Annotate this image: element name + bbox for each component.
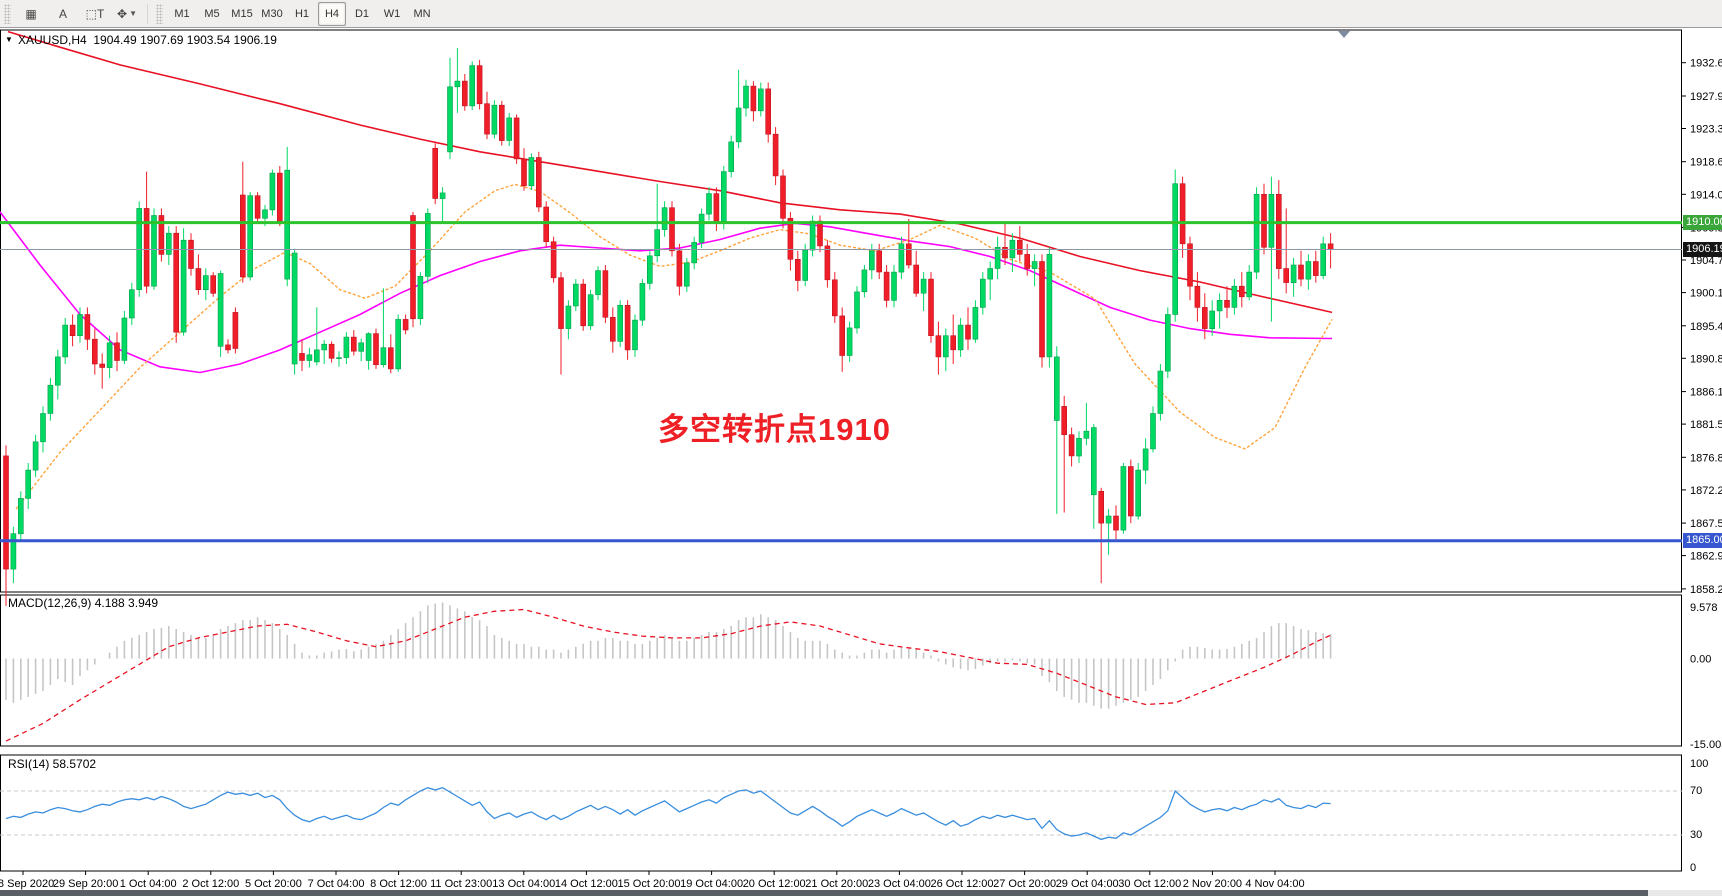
svg-text:13 Oct 04:00: 13 Oct 04:00 — [492, 878, 555, 890]
toolbar-grip[interactable] — [156, 3, 163, 24]
rsi-label: RSI(14) 58.5702 — [8, 757, 97, 771]
timeframe-button-h1[interactable]: H1 — [294, 7, 310, 20]
svg-text:1904.70: 1904.70 — [1690, 255, 1722, 267]
svg-text:1890.80: 1890.80 — [1690, 353, 1722, 365]
timeframe-button-m1[interactable]: M1 — [174, 7, 190, 20]
timeframe-button-h4[interactable]: H4 — [318, 1, 346, 26]
svg-text:1862.90: 1862.90 — [1690, 551, 1722, 563]
svg-text:23 Oct 04:00: 23 Oct 04:00 — [868, 878, 931, 890]
resistance-line-badge: 1910.00 — [1683, 215, 1722, 231]
timeframe-button-mn[interactable]: MN — [413, 7, 431, 20]
new-order-icon[interactable]: ▦ — [25, 6, 37, 21]
svg-text:30: 30 — [1690, 829, 1702, 841]
chart-annotation-text: 多空转折点1910 — [658, 412, 891, 447]
svg-text:20 Oct 12:00: 20 Oct 12:00 — [743, 878, 806, 890]
svg-text:28 Sep 2020: 28 Sep 2020 — [0, 878, 54, 890]
svg-text:4 Nov 04:00: 4 Nov 04:00 — [1245, 878, 1304, 890]
svg-text:11 Oct 23:00: 11 Oct 23:00 — [430, 878, 492, 890]
svg-text:29 Sep 20:00: 29 Sep 20:00 — [53, 878, 118, 890]
svg-text:1927.90: 1927.90 — [1690, 91, 1722, 103]
timeframe-button-m5[interactable]: M5 — [204, 7, 220, 20]
svg-text:26 Oct 12:00: 26 Oct 12:00 — [931, 878, 994, 890]
svg-text:14 Oct 12:00: 14 Oct 12:00 — [555, 878, 618, 890]
svg-text:70: 70 — [1690, 785, 1702, 797]
svg-text:1 Oct 04:00: 1 Oct 04:00 — [120, 878, 177, 890]
svg-text:1872.20: 1872.20 — [1690, 485, 1722, 497]
svg-text:100: 100 — [1690, 758, 1708, 770]
timeframe-button-d1[interactable]: D1 — [354, 7, 370, 20]
timeframe-button-m15[interactable]: M15 — [231, 7, 253, 20]
svg-text:1886.10: 1886.10 — [1690, 387, 1722, 399]
svg-text:8 Oct 12:00: 8 Oct 12:00 — [370, 878, 427, 890]
svg-text:2 Nov 20:00: 2 Nov 20:00 — [1183, 878, 1242, 890]
svg-text:27 Oct 20:00: 27 Oct 20:00 — [993, 878, 1056, 890]
text-box-icon[interactable]: ⬚T — [85, 6, 105, 21]
svg-text:1895.40: 1895.40 — [1690, 321, 1722, 333]
symbol-ohlc-readout: XAUUSD,H4 1904.49 1907.69 1903.54 1906.1… — [18, 33, 277, 47]
svg-text:29 Oct 04:00: 29 Oct 04:00 — [1056, 878, 1119, 890]
svg-text:0.00: 0.00 — [1690, 654, 1711, 666]
svg-text:1914.00: 1914.00 — [1690, 189, 1722, 201]
timeframe-button-group: M1 M5 M15 M30 H1 H4 D1 W1 MN — [167, 1, 437, 26]
svg-text:15 Oct 20:00: 15 Oct 20:00 — [618, 878, 681, 890]
svg-text:9.578: 9.578 — [1690, 602, 1718, 614]
chart-canvas[interactable]: 1932.601927.901923.301918.601914.001909.… — [0, 27, 1722, 896]
current-price-line-badge: 1906.19 — [1683, 242, 1722, 257]
svg-text:19 Oct 04:00: 19 Oct 04:00 — [680, 878, 743, 890]
svg-text:5 Oct 20:00: 5 Oct 20:00 — [245, 878, 302, 890]
svg-text:1876.80: 1876.80 — [1690, 452, 1722, 464]
svg-text:21 Oct 20:00: 21 Oct 20:00 — [805, 878, 868, 890]
svg-text:7 Oct 04:00: 7 Oct 04:00 — [308, 878, 365, 890]
svg-text:1867.50: 1867.50 — [1690, 518, 1722, 530]
svg-text:1858.20: 1858.20 — [1690, 584, 1722, 596]
svg-text:0: 0 — [1690, 862, 1696, 874]
symbol-dropdown-icon[interactable]: ▼ — [5, 35, 13, 44]
svg-text:1881.50: 1881.50 — [1690, 419, 1722, 431]
svg-text:1932.60: 1932.60 — [1690, 58, 1722, 70]
svg-text:2 Oct 12:00: 2 Oct 12:00 — [182, 878, 239, 890]
svg-text:-15.003: -15.003 — [1690, 739, 1722, 751]
timeframe-button-m30[interactable]: M30 — [261, 7, 283, 20]
macd-label: MACD(12,26,9) 4.188 3.949 — [8, 596, 159, 610]
svg-text:30 Oct 12:00: 30 Oct 12:00 — [1118, 878, 1181, 890]
toolbar: ▦ A ⬚T ✥ ▼ M1 M5 M15 M30 H1 H4 D1 W1 MN — [0, 0, 1722, 28]
timeframe-button-w1[interactable]: W1 — [383, 7, 401, 20]
toolbar-separator — [147, 3, 148, 24]
support-line-badge: 1865.00 — [1683, 533, 1722, 549]
svg-text:1900.10: 1900.10 — [1690, 288, 1722, 300]
label-a-icon[interactable]: A — [58, 6, 67, 21]
svg-text:1918.60: 1918.60 — [1690, 157, 1722, 169]
toolbar-grip[interactable] — [4, 3, 11, 24]
svg-text:1923.30: 1923.30 — [1690, 124, 1722, 136]
chevron-down-icon: ▼ — [129, 9, 137, 18]
cursor-tools-icon[interactable]: ✥ ▼ — [117, 6, 137, 21]
